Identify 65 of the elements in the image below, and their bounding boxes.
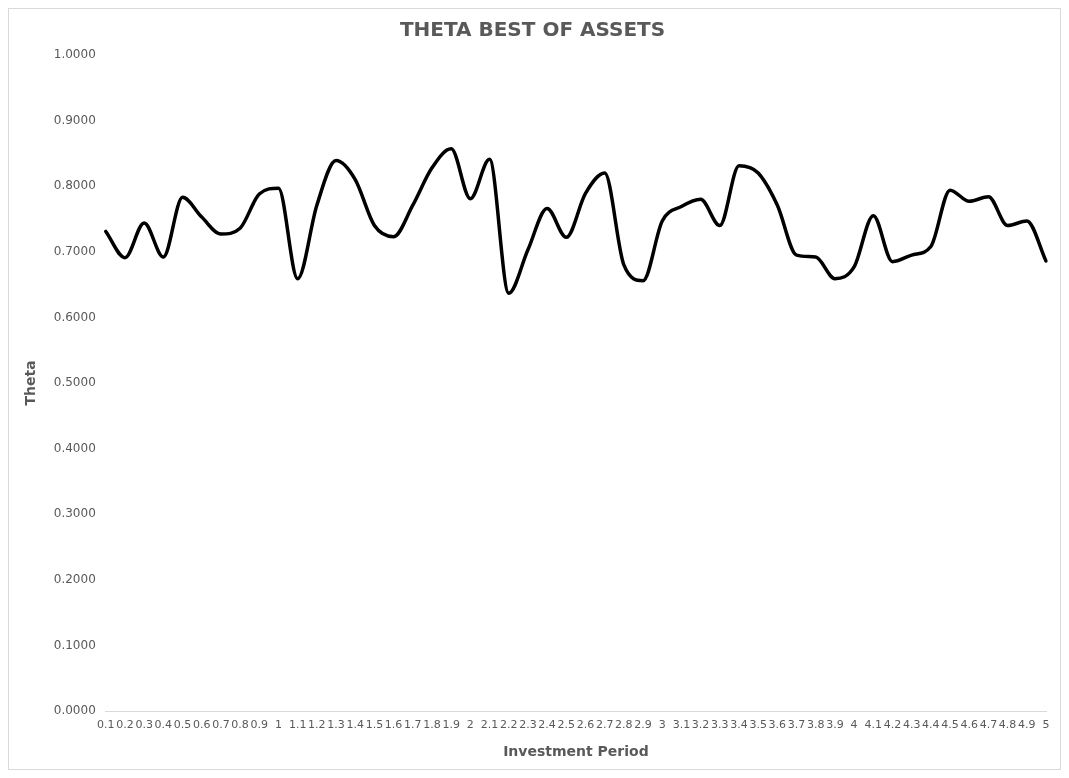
- x-tick-label: 3.7: [787, 718, 806, 732]
- x-tick-label: 2.6: [576, 718, 595, 732]
- x-tick-label: 3.5: [749, 718, 767, 732]
- x-tick-label: 0.3: [135, 718, 153, 732]
- x-tick-label: 1.9: [442, 718, 460, 732]
- x-tick-label: 3.4: [730, 718, 748, 732]
- x-tick-label: 2: [466, 718, 474, 732]
- x-tick-label: 4.7: [979, 718, 998, 732]
- x-tick-label: 3: [658, 718, 666, 732]
- x-tick-label: 4.8: [998, 718, 1017, 732]
- x-tick-label: 4.2: [883, 718, 902, 732]
- y-tick-label: 0.9000: [53, 112, 96, 127]
- x-tick-label: 3.9: [826, 718, 844, 732]
- x-tick-label: 4.9: [1018, 718, 1036, 732]
- y-tick-label: 0.8000: [53, 178, 96, 193]
- x-tick-label: 3.3: [711, 718, 729, 732]
- x-tick-label: 1.6: [384, 718, 403, 732]
- x-tick-label: 4.1: [864, 718, 883, 732]
- x-tick-label: 1.1: [288, 718, 307, 732]
- x-tick-label: 0.2: [116, 718, 134, 732]
- x-tick-label: 5: [1042, 718, 1050, 732]
- y-tick-label: 0.7000: [53, 243, 96, 258]
- x-tick-label: 2.7: [595, 718, 614, 732]
- line-series: [104, 147, 1048, 295]
- x-axis-title: Investment Period: [503, 743, 649, 760]
- x-tick-label: 1.2: [308, 718, 326, 732]
- x-tick-label: 2.2: [499, 718, 518, 732]
- x-tick-label: 4: [850, 718, 858, 732]
- y-tick-label: 0.6000: [53, 309, 96, 324]
- y-tick-label: 0.4000: [53, 440, 96, 455]
- x-tick-label: 0.8: [231, 718, 249, 732]
- x-tick-label: 3.2: [691, 718, 710, 732]
- x-tick-label: 1.7: [404, 718, 422, 732]
- x-tick-label: 4.4: [922, 718, 940, 732]
- x-tick-label: 1.5: [365, 718, 384, 732]
- y-tick-label: 0.5000: [53, 375, 96, 390]
- x-tick-label: 3.8: [806, 718, 825, 732]
- x-tick-label: 3.1: [672, 718, 691, 732]
- x-tick-label: 3.6: [768, 718, 787, 732]
- x-tick-label: 0.4: [154, 718, 173, 732]
- x-tick-label: 0.9: [250, 718, 269, 732]
- x-tick-label: 2.4: [538, 718, 556, 732]
- x-tick-label: 2.9: [634, 718, 652, 732]
- x-tick-label: 2.5: [557, 718, 576, 732]
- x-tick-label: 1.4: [346, 718, 364, 732]
- x-tick-label: 4.3: [902, 718, 921, 732]
- x-tick-label: 1.3: [327, 718, 345, 732]
- x-tick-label: 2.8: [615, 718, 633, 732]
- x-tick-label: 2.1: [480, 718, 499, 732]
- y-tick-label: 0.3000: [53, 506, 96, 521]
- x-tick-label: 0.5: [173, 718, 192, 732]
- y-tick-label: 0.0000: [53, 703, 96, 718]
- y-tick-label: 0.2000: [53, 571, 96, 586]
- y-tick-label: 0.1000: [53, 637, 96, 652]
- x-tick-label: 4.5: [941, 718, 959, 732]
- x-tick-label: 0.7: [212, 718, 230, 732]
- x-tick-label: 1.8: [423, 718, 441, 732]
- y-tick-label: 1.0000: [53, 47, 96, 62]
- chart-title: THETA BEST OF ASSETS: [399, 17, 666, 42]
- x-tick-label: 0.1: [97, 718, 115, 732]
- x-tick-label: 4.6: [960, 718, 978, 732]
- x-tick-label: 0.6: [192, 718, 211, 732]
- x-tick-label: 1: [274, 718, 282, 732]
- x-tick-label: 2.3: [519, 718, 537, 732]
- y-axis-title: Theta: [22, 360, 39, 406]
